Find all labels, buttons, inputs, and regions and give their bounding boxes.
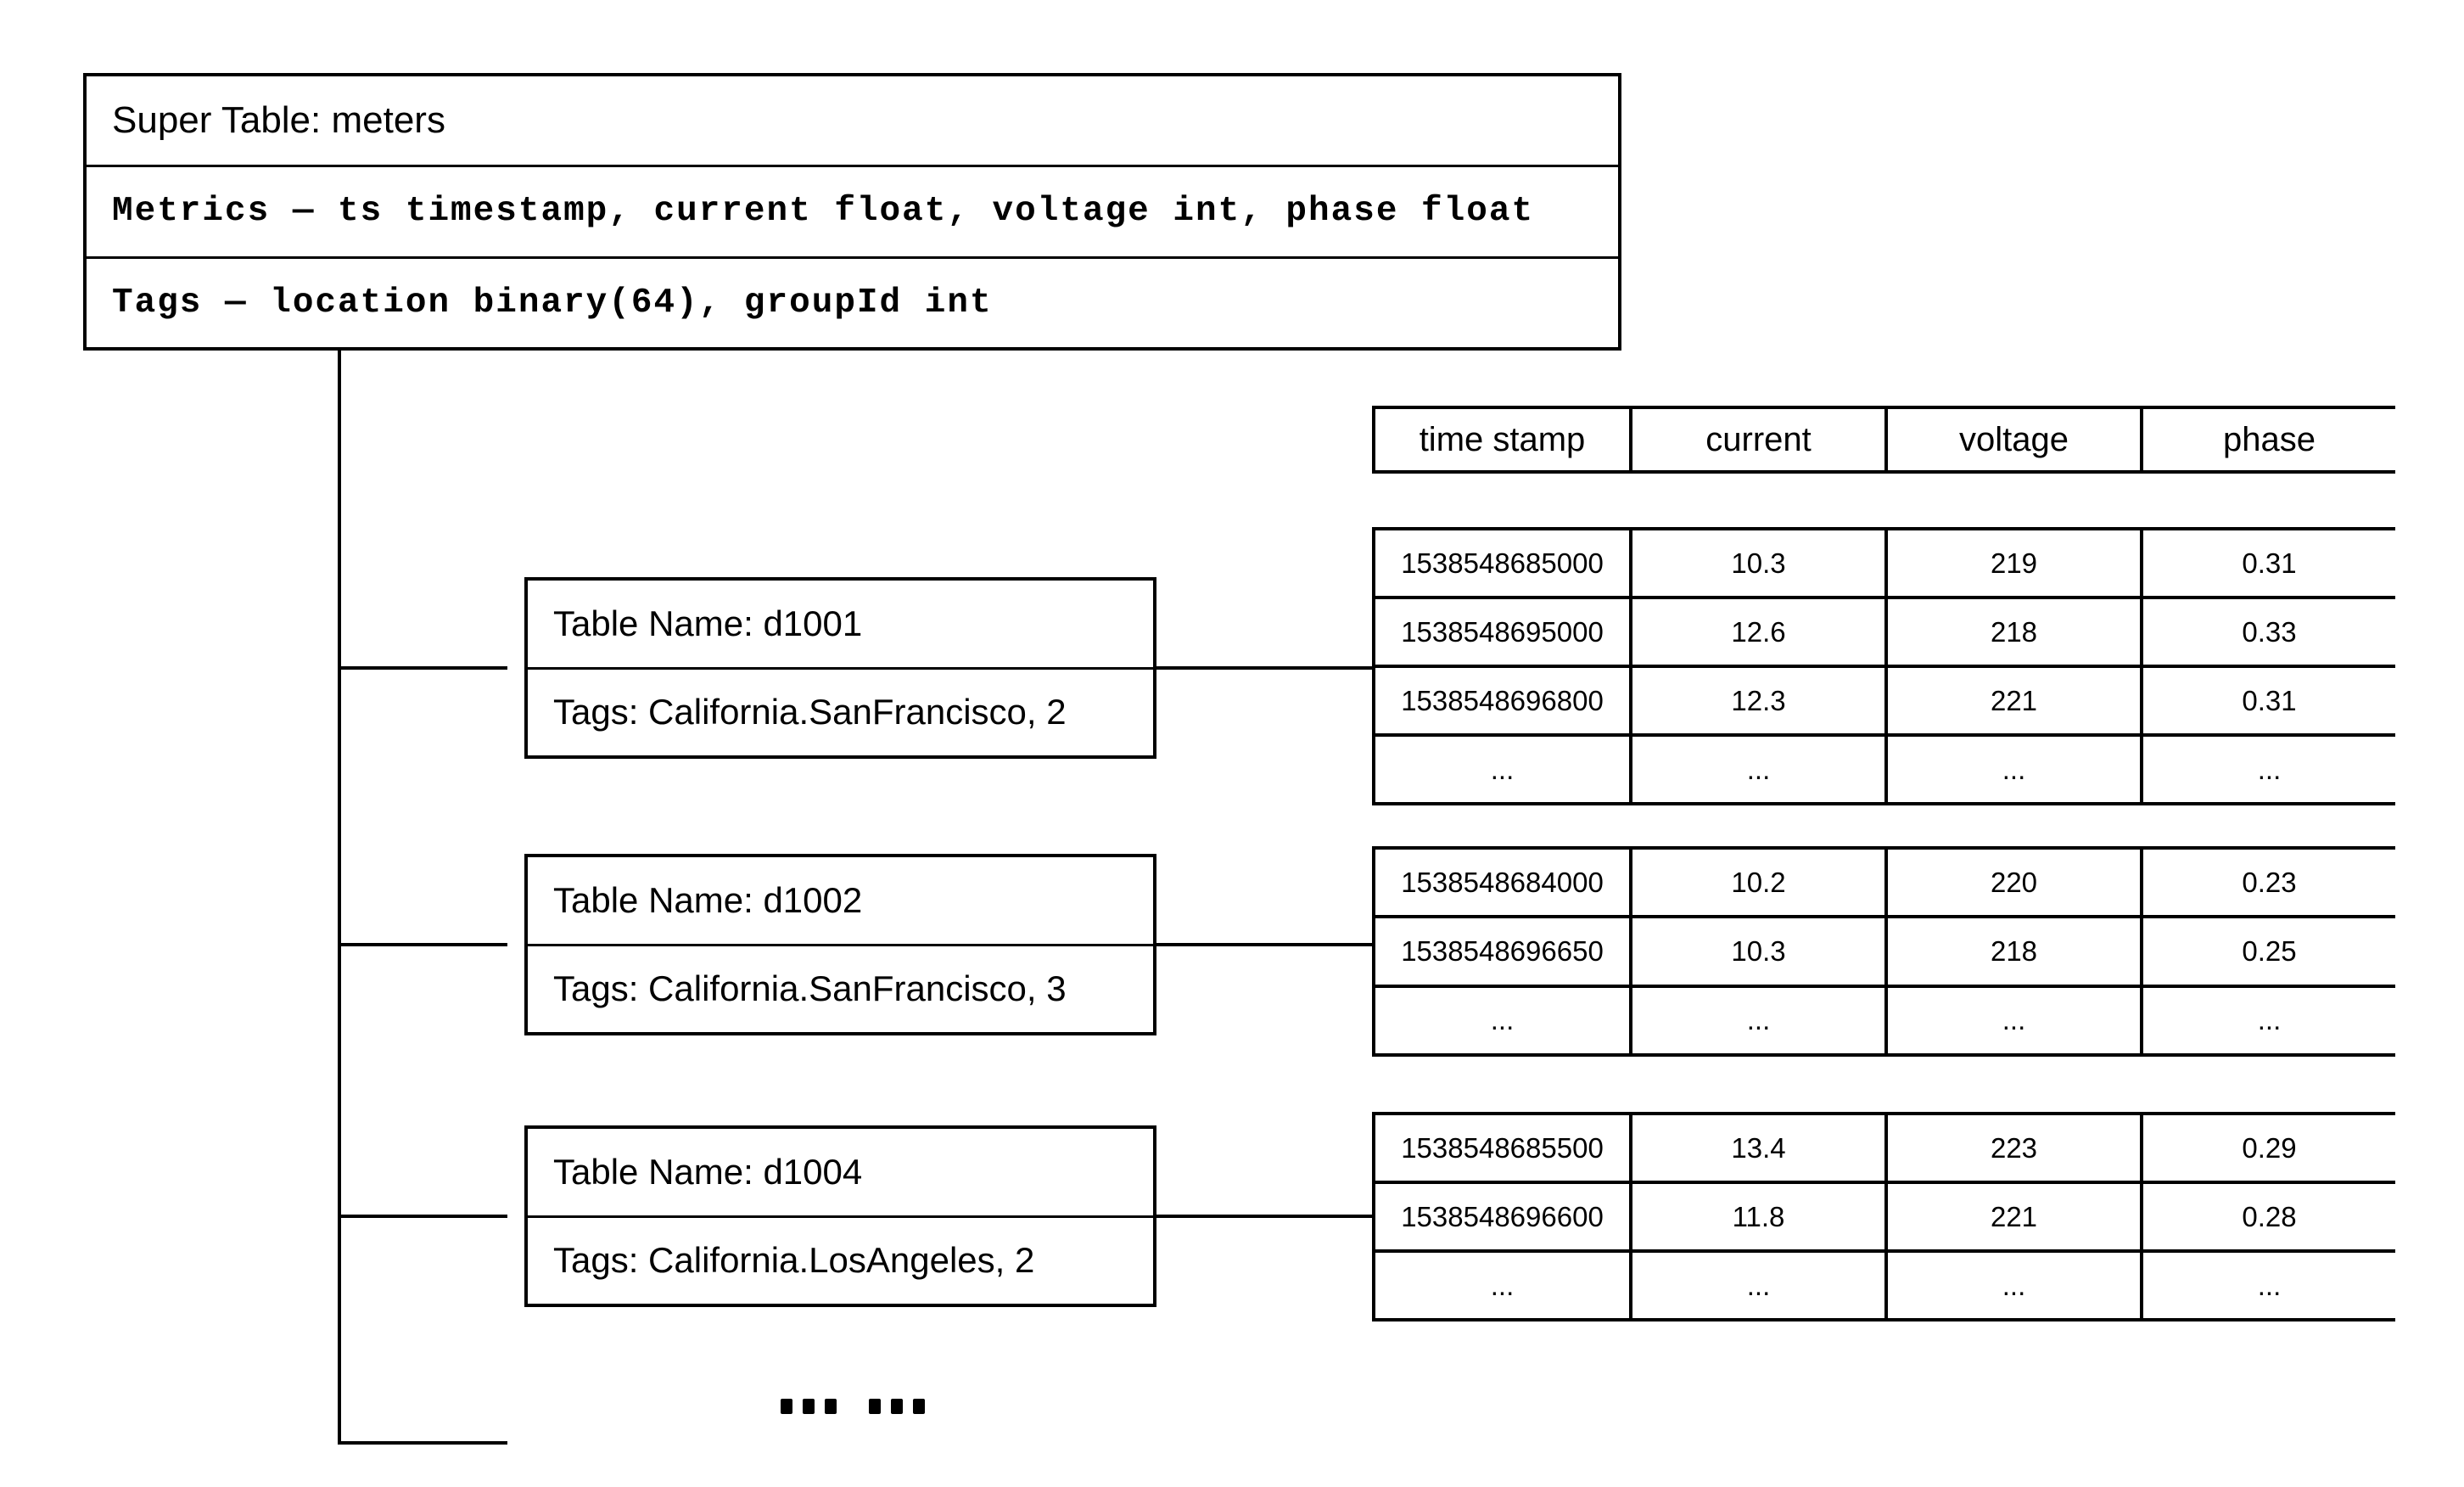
table-cell-ellipsis: ... [2143, 987, 2395, 1053]
table-cell-ellipsis: ... [1888, 737, 2140, 802]
branch-line-d1004 [339, 1215, 507, 1218]
table-cell: 10.3 [1632, 530, 1884, 596]
table-cell-ellipsis: ... [2143, 737, 2395, 802]
table-cell: 1538548695000 [1375, 599, 1629, 665]
table-cell: 220 [1888, 850, 2140, 916]
table-cell: 0.31 [2143, 530, 2395, 596]
table-cell: 0.31 [2143, 668, 2395, 733]
trunk-line [338, 351, 341, 1445]
branch-line-more [338, 1441, 507, 1445]
table-cell: 10.2 [1632, 850, 1884, 916]
table-cell: 0.29 [2143, 1115, 2395, 1181]
table-cell: 12.6 [1632, 599, 1884, 665]
connector-d1004-table [1156, 1215, 1372, 1218]
dot-icon [781, 1399, 792, 1414]
table-cell: 221 [1888, 1184, 2140, 1249]
column-header-current: current [1632, 409, 1884, 470]
subtable-name-d1001: Table Name: d1001 [528, 581, 1153, 667]
table-cell-ellipsis: ... [1375, 987, 1629, 1053]
table-cell: 1538548685500 [1375, 1115, 1629, 1181]
table-cell-ellipsis: ... [1375, 737, 1629, 802]
super-table-title: Super Table: meters [87, 76, 1618, 166]
dot-icon [803, 1399, 815, 1414]
table-cell: 218 [1888, 918, 2140, 985]
table-cell-ellipsis: ... [1632, 1253, 1884, 1318]
data-table-d1002: 1538548684000 10.2 220 0.23 153854869665… [1372, 846, 2395, 1057]
table-cell: 223 [1888, 1115, 2140, 1181]
column-header-row: time stamp current voltage phase [1372, 406, 2395, 474]
table-cell: 13.4 [1632, 1115, 1884, 1181]
table-cell: 0.33 [2143, 599, 2395, 665]
column-header-timestamp: time stamp [1375, 409, 1629, 470]
subtable-name-d1004: Table Name: d1004 [528, 1129, 1153, 1215]
column-header-phase: phase [2143, 409, 2395, 470]
super-table-box: Super Table: meters Metrics — ts timesta… [83, 73, 1621, 351]
connector-d1001-table [1156, 666, 1372, 670]
table-cell: 0.25 [2143, 918, 2395, 985]
table-cell: 0.28 [2143, 1184, 2395, 1249]
table-cell: 0.23 [2143, 850, 2395, 916]
table-cell: 11.8 [1632, 1184, 1884, 1249]
table-cell: 1538548696600 [1375, 1184, 1629, 1249]
subtable-tags-d1002: Tags: California.SanFrancisco, 3 [528, 946, 1153, 1032]
subtable-tags-d1001: Tags: California.SanFrancisco, 2 [528, 669, 1153, 755]
subtable-name-d1002: Table Name: d1002 [528, 857, 1153, 944]
table-cell-ellipsis: ... [1632, 737, 1884, 802]
table-cell-ellipsis: ... [1888, 1253, 2140, 1318]
dot-icon [869, 1399, 881, 1414]
dot-icon [913, 1399, 925, 1414]
column-header-voltage: voltage [1888, 409, 2140, 470]
table-cell-ellipsis: ... [1375, 1253, 1629, 1318]
table-cell-ellipsis: ... [1888, 987, 2140, 1053]
subtable-tags-d1004: Tags: California.LosAngeles, 2 [528, 1217, 1153, 1304]
branch-line-d1002 [339, 943, 507, 946]
dot-icon [825, 1399, 837, 1414]
data-table-d1001: 1538548685000 10.3 219 0.31 153854869500… [1372, 527, 2395, 805]
table-cell-ellipsis: ... [2143, 1253, 2395, 1318]
table-cell-ellipsis: ... [1632, 987, 1884, 1053]
table-cell: 10.3 [1632, 918, 1884, 985]
table-cell: 219 [1888, 530, 2140, 596]
table-cell: 1538548684000 [1375, 850, 1629, 916]
subtable-box-d1004: Table Name: d1004 Tags: California.LosAn… [524, 1125, 1156, 1307]
subtable-box-d1001: Table Name: d1001 Tags: California.SanFr… [524, 577, 1156, 759]
super-table-metrics: Metrics — ts timestamp, current float, v… [87, 167, 1618, 256]
table-cell: 221 [1888, 668, 2140, 733]
more-tables-dots-icon [781, 1399, 935, 1414]
table-cell: 12.3 [1632, 668, 1884, 733]
table-cell: 1538548696800 [1375, 668, 1629, 733]
table-cell: 1538548696650 [1375, 918, 1629, 985]
connector-d1002-table [1156, 943, 1372, 946]
data-table-d1004: 1538548685500 13.4 223 0.29 153854869660… [1372, 1112, 2395, 1321]
table-cell: 1538548685000 [1375, 530, 1629, 596]
branch-line-d1001 [339, 666, 507, 670]
super-table-tags: Tags — location binary(64), groupId int [87, 258, 1618, 347]
subtable-box-d1002: Table Name: d1002 Tags: California.SanFr… [524, 854, 1156, 1035]
table-cell: 218 [1888, 599, 2140, 665]
dot-icon [891, 1399, 903, 1414]
